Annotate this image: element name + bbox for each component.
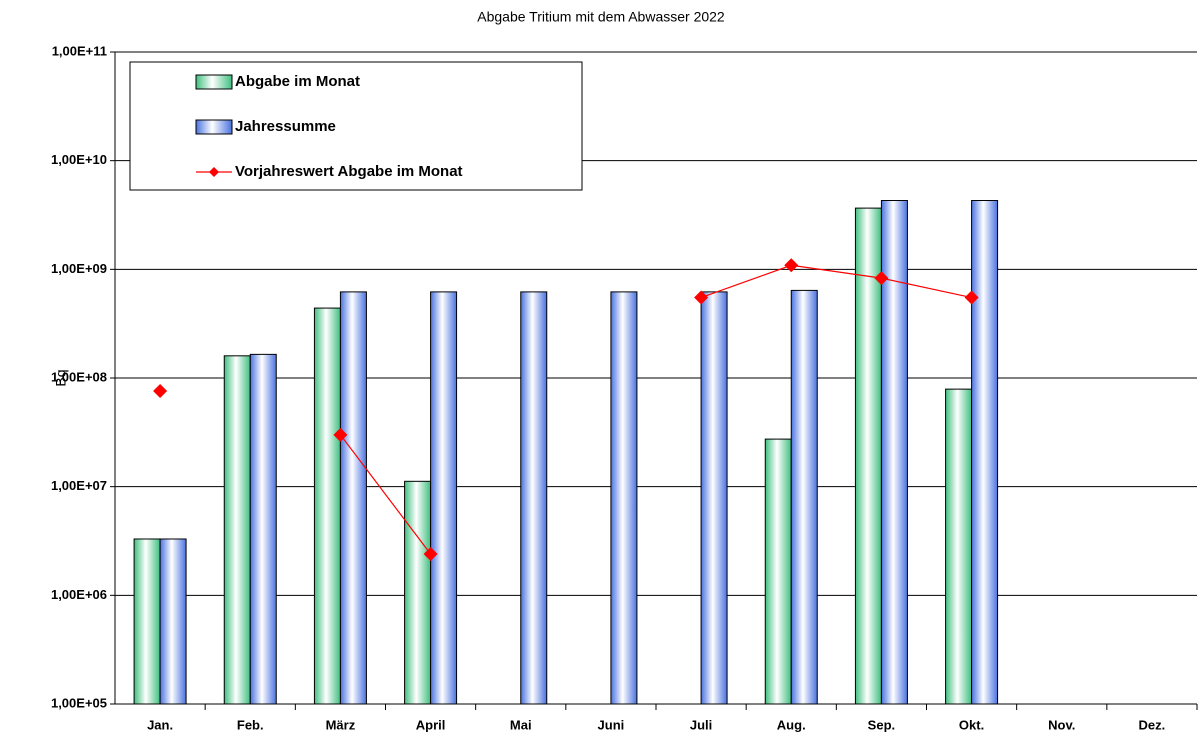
bar xyxy=(249,353,277,705)
bar xyxy=(700,291,728,705)
legend-label: Abgabe im Monat xyxy=(235,73,360,90)
y-tick-label: 1,00E+06 xyxy=(51,587,107,602)
bar xyxy=(520,291,548,705)
x-tick-label: Nov. xyxy=(1048,717,1075,732)
bar xyxy=(854,207,882,705)
y-tick-label: 1,00E+05 xyxy=(51,695,107,710)
line xyxy=(339,434,432,555)
x-tick-label: April xyxy=(416,717,446,732)
bar xyxy=(790,289,818,705)
chart-title: Abgabe Tritium mit dem Abwasser 2022 xyxy=(477,9,725,25)
marker xyxy=(333,427,348,442)
y-axis-label: Bq xyxy=(53,369,69,386)
legend-swatch xyxy=(209,167,219,177)
bar xyxy=(764,438,792,705)
legend-swatch xyxy=(195,74,233,90)
x-tick-label: März xyxy=(326,717,356,732)
marker xyxy=(423,547,438,562)
bar xyxy=(159,538,187,705)
bar xyxy=(880,199,908,705)
bar xyxy=(223,355,251,705)
marker xyxy=(874,271,889,286)
x-tick-label: Okt. xyxy=(959,717,984,732)
bar xyxy=(339,291,367,705)
bar xyxy=(610,291,638,705)
bar xyxy=(945,388,973,705)
legend-label: Vorjahreswert Abgabe im Monat xyxy=(235,163,463,180)
marker xyxy=(964,290,979,305)
x-tick-label: Dez. xyxy=(1139,717,1166,732)
x-tick-label: Aug. xyxy=(777,717,806,732)
marker xyxy=(153,383,168,398)
x-tick-label: Juni xyxy=(598,717,625,732)
y-tick-label: 1,00E+10 xyxy=(51,152,107,167)
marker xyxy=(784,258,799,273)
bar xyxy=(971,199,999,705)
x-tick-label: Juli xyxy=(690,717,712,732)
y-tick-label: 1,00E+11 xyxy=(52,43,107,58)
x-tick-label: Feb. xyxy=(237,717,264,732)
marker xyxy=(694,290,709,305)
line xyxy=(700,264,972,299)
x-tick-label: Mai xyxy=(510,717,532,732)
bar xyxy=(404,480,432,705)
x-tick-label: Jan. xyxy=(147,717,173,732)
legend-swatch xyxy=(195,119,233,135)
legend-label: Jahressumme xyxy=(235,118,336,135)
y-tick-label: 1,00E+07 xyxy=(51,478,107,493)
bar xyxy=(430,291,458,705)
bar xyxy=(133,538,161,705)
y-tick-label: 1,00E+08 xyxy=(51,369,107,384)
x-tick-label: Sep. xyxy=(868,717,895,732)
y-tick-label: 1,00E+09 xyxy=(51,261,107,276)
bar xyxy=(313,307,341,705)
